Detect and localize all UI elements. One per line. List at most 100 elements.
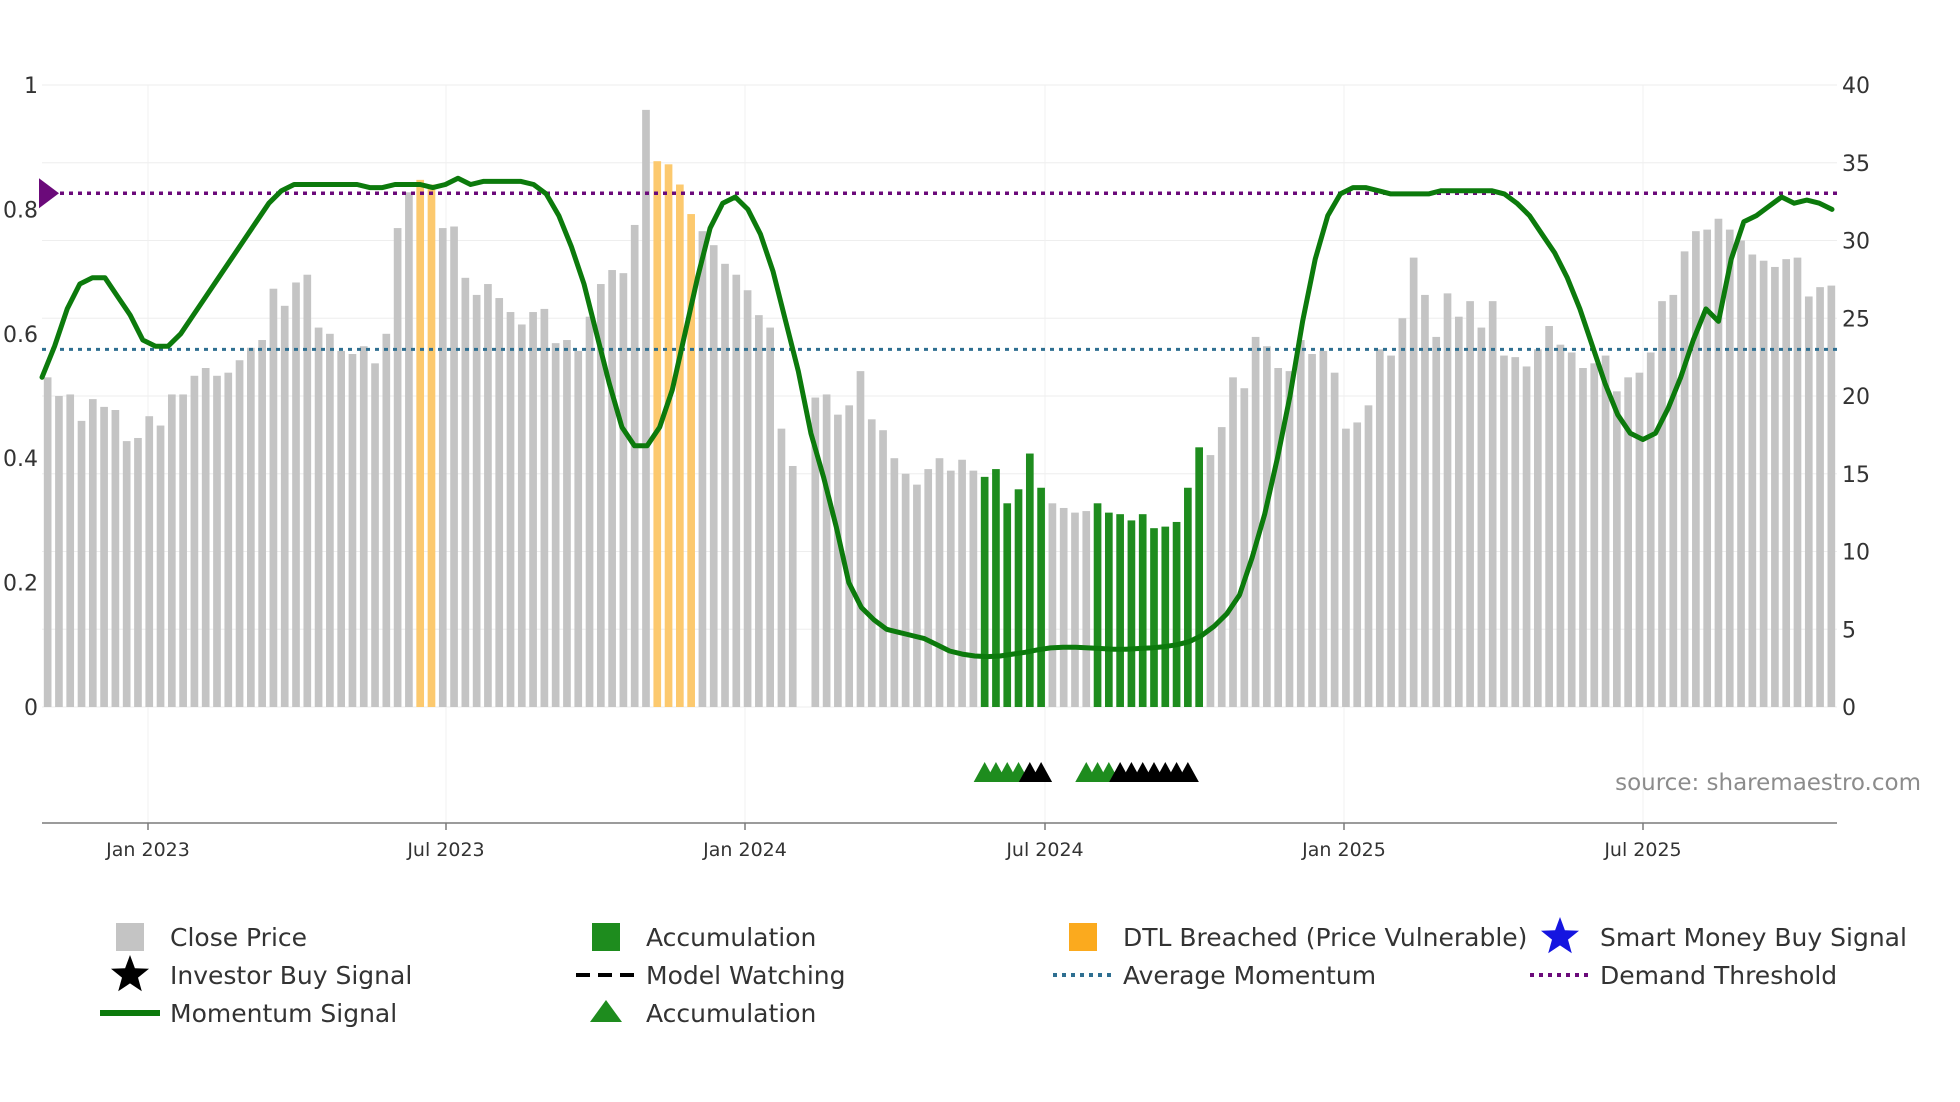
close-price-bar (1703, 229, 1712, 708)
accumulation-bar (980, 476, 989, 707)
close-price-bar (348, 354, 357, 707)
close-price-bar (1466, 301, 1474, 707)
dtl-breached-bar (416, 179, 425, 708)
close-price-bar (461, 277, 470, 707)
accumulation-bar (1172, 521, 1181, 707)
close-price-bar (1624, 377, 1632, 707)
close-price-bar (1454, 316, 1463, 707)
close-price-bar (946, 470, 955, 707)
accumulation-bar (1037, 487, 1045, 707)
legend-close-price-label: Close Price (170, 923, 307, 952)
close-price-bar (1251, 336, 1260, 707)
close-price-bar (450, 226, 458, 707)
dtl-breached-bar (427, 184, 436, 707)
close-price-bar (1522, 366, 1531, 707)
close-price-bar (1511, 357, 1520, 707)
close-price-bar (1217, 427, 1226, 707)
close-price-bar (958, 459, 966, 707)
close-price-bar (484, 284, 492, 707)
legend-dtl-breached-swatch (1069, 923, 1097, 951)
close-price-bar (371, 363, 379, 707)
x-tick-label: Jan 2023 (105, 839, 190, 861)
close-price-bar (1816, 287, 1824, 707)
close-price-bar (1646, 352, 1655, 707)
y-right-tick-label: 0 (1842, 696, 1856, 721)
accumulation-bar (1116, 514, 1124, 707)
close-price-bar (1432, 336, 1441, 707)
close-price-bar (145, 416, 154, 707)
close-price-bar (1364, 405, 1373, 707)
close-price-bar (777, 428, 786, 707)
close-price-bar (179, 394, 187, 707)
source-label: source: sharemaestro.com (1615, 770, 1921, 796)
legend-investor-buy-label: Investor Buy Signal (170, 961, 412, 990)
close-price-bar (1725, 229, 1734, 708)
close-price-bar (1827, 285, 1836, 707)
x-tick-label: Jul 2024 (1005, 839, 1083, 861)
close-price-bar (1669, 294, 1678, 707)
close-price-bar (1488, 301, 1497, 707)
close-price-bar (1308, 354, 1316, 707)
close-price-bar (879, 430, 887, 707)
close-price-bar (247, 347, 255, 707)
accumulation-bar (1150, 528, 1158, 707)
close-price-bar (1353, 422, 1362, 707)
close-price-bar (721, 263, 729, 707)
close-price-bar (235, 360, 244, 707)
close-price-bar (867, 419, 876, 707)
signal-lines (39, 175, 1837, 660)
close-price-bar (1240, 388, 1249, 707)
y-left-tick-label: 0 (24, 696, 38, 721)
legend-investor-buy-star-icon (111, 955, 149, 992)
close-price-bar (788, 465, 797, 707)
close-price-bar (1545, 326, 1553, 707)
momentum-signal-line (39, 175, 1835, 660)
close-price-bar (258, 340, 266, 707)
dtl-breached-bar (676, 184, 684, 707)
legend-average-momentum-label: Average Momentum (1123, 961, 1376, 990)
close-price-bar (1737, 240, 1745, 707)
close-price-bar (1274, 368, 1283, 707)
close-price-bar (1342, 428, 1350, 707)
y-right-tick-label: 15 (1842, 463, 1870, 488)
close-price-bar (100, 406, 108, 707)
close-price-bar (1692, 231, 1700, 708)
y-left-tick-label: 0.6 (3, 323, 38, 348)
accumulation-bar (1093, 503, 1102, 707)
accumulation-bar (1195, 447, 1203, 707)
close-price-bar (1714, 218, 1723, 708)
close-price-bar (596, 284, 605, 707)
close-price-bar (43, 377, 52, 707)
legend-accumulation-label: Accumulation (646, 923, 816, 952)
close-price-bar (822, 394, 831, 707)
close-price-bar (619, 273, 628, 707)
close-price-bar (732, 274, 741, 707)
demand-threshold-marker (39, 178, 59, 209)
close-price-bar (1782, 259, 1791, 707)
close-price-bar (201, 368, 210, 707)
close-price-bar (1059, 507, 1068, 707)
close-price-bar (743, 290, 752, 707)
accumulation-bar (1014, 489, 1023, 707)
close-price-bar (156, 425, 165, 707)
accumulation-bar (1105, 512, 1113, 707)
close-price-bar (303, 274, 312, 707)
y-left-tick-label: 0.4 (3, 447, 38, 472)
close-price-bar (630, 224, 639, 707)
y-right-tick-label: 10 (1842, 541, 1870, 566)
close-price-bar (1579, 368, 1587, 707)
x-tick-label: Jul 2025 (1603, 839, 1681, 861)
accumulation-bar (992, 469, 1000, 707)
close-price-bar (834, 414, 842, 707)
close-price-bar (1793, 257, 1802, 707)
investor-buy-marker (1176, 762, 1199, 782)
legend-accumulation-swatch (592, 923, 620, 951)
y-right-tick-label: 30 (1842, 230, 1870, 255)
dtl-breached-bar (687, 214, 695, 707)
legend-smart-money-star-icon (1541, 917, 1579, 954)
close-price-bar (1387, 355, 1395, 707)
close-price-bar (382, 333, 391, 707)
close-price-bar (890, 458, 899, 707)
close-price-bar (1500, 355, 1508, 707)
